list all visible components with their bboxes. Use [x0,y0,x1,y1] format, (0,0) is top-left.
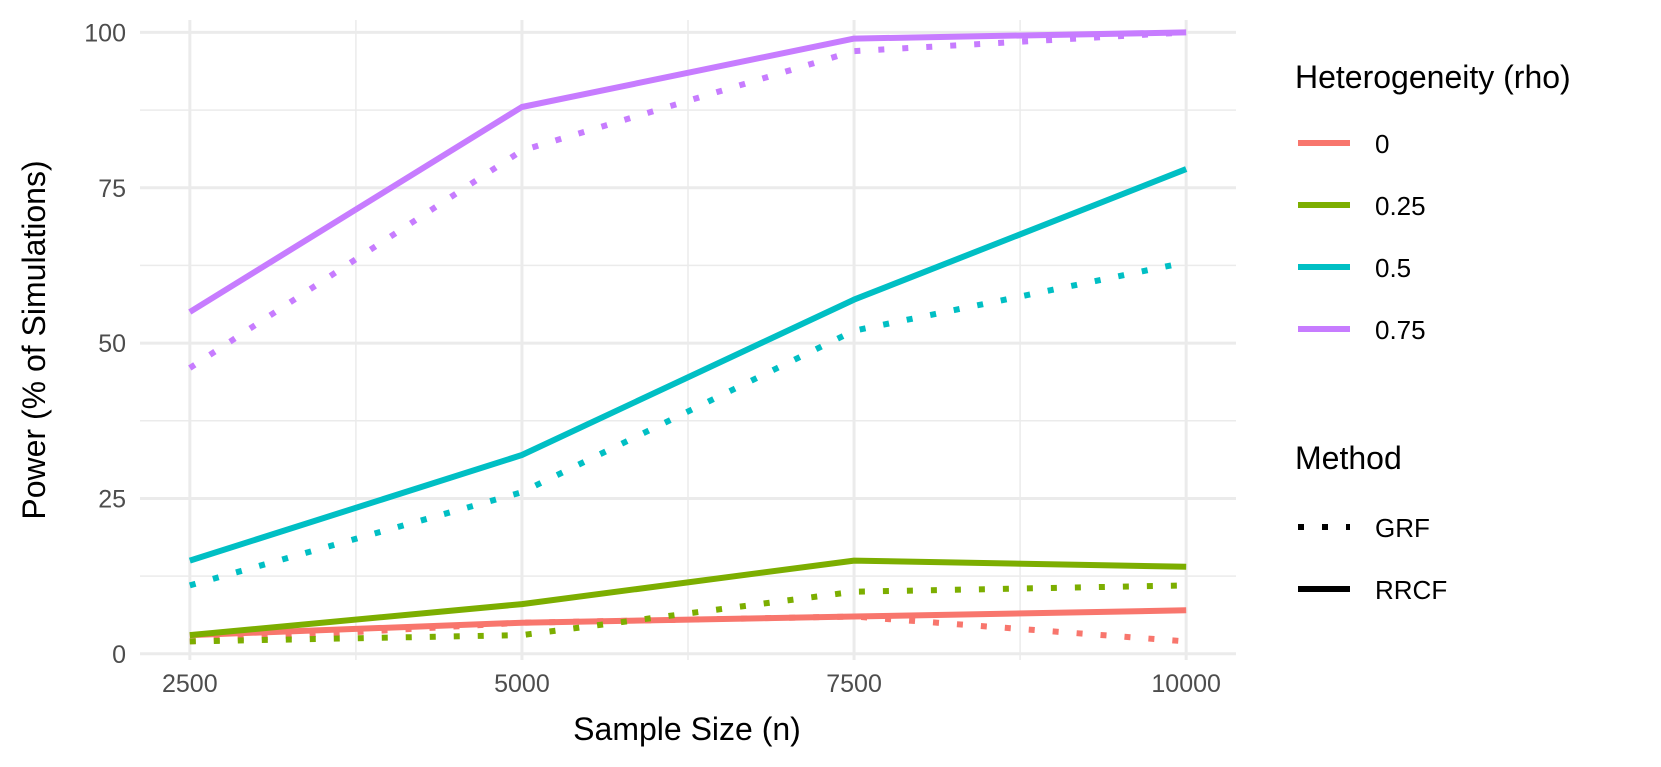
series-line-rho-075-rrcf [188,29,1187,315]
linetype-legend-entries: GRF RRCF [1298,513,1447,605]
grid-lines [140,20,1236,660]
color-legend-label: 0.5 [1375,253,1411,283]
series-line-rho-05-rrcf [188,166,1188,564]
color-legend-title: Heterogeneity (rho) [1295,59,1571,95]
color-legend-label: 0.75 [1375,315,1426,345]
y-tick-label: 75 [98,175,126,203]
x-tick-label: 5000 [494,670,550,698]
linetype-legend-label: RRCF [1375,575,1447,605]
y-axis-ticks: 0 25 50 75 100 [84,19,126,668]
x-axis-ticks: 2500 5000 7500 10000 [162,670,1221,698]
series-lines [188,29,1188,645]
x-tick-label: 2500 [162,670,218,698]
y-axis-title: Power (% of Simulations) [16,160,52,519]
y-tick-label: 100 [84,19,126,47]
y-tick-label: 50 [98,330,126,358]
color-legend-entries: 0 0.25 0.5 0.75 [1298,129,1426,345]
linetype-legend-title: Method [1295,440,1402,476]
series-line-rho-025-rrcf [189,557,1187,639]
linetype-legend-label: GRF [1375,513,1430,543]
y-tick-label: 25 [98,485,126,513]
x-axis-title: Sample Size (n) [573,711,801,747]
series-line-rho-0-rrcf [189,607,1187,639]
legend: Heterogeneity (rho) 00.250.50.75 Method … [1295,59,1571,605]
color-legend-label: 0.25 [1375,191,1426,221]
x-tick-label: 7500 [826,670,882,698]
y-tick-label: 0 [112,641,126,669]
x-tick-label: 10000 [1151,670,1221,698]
series-line-rho-05-grf [188,259,1187,589]
color-legend-label: 0 [1375,129,1389,159]
